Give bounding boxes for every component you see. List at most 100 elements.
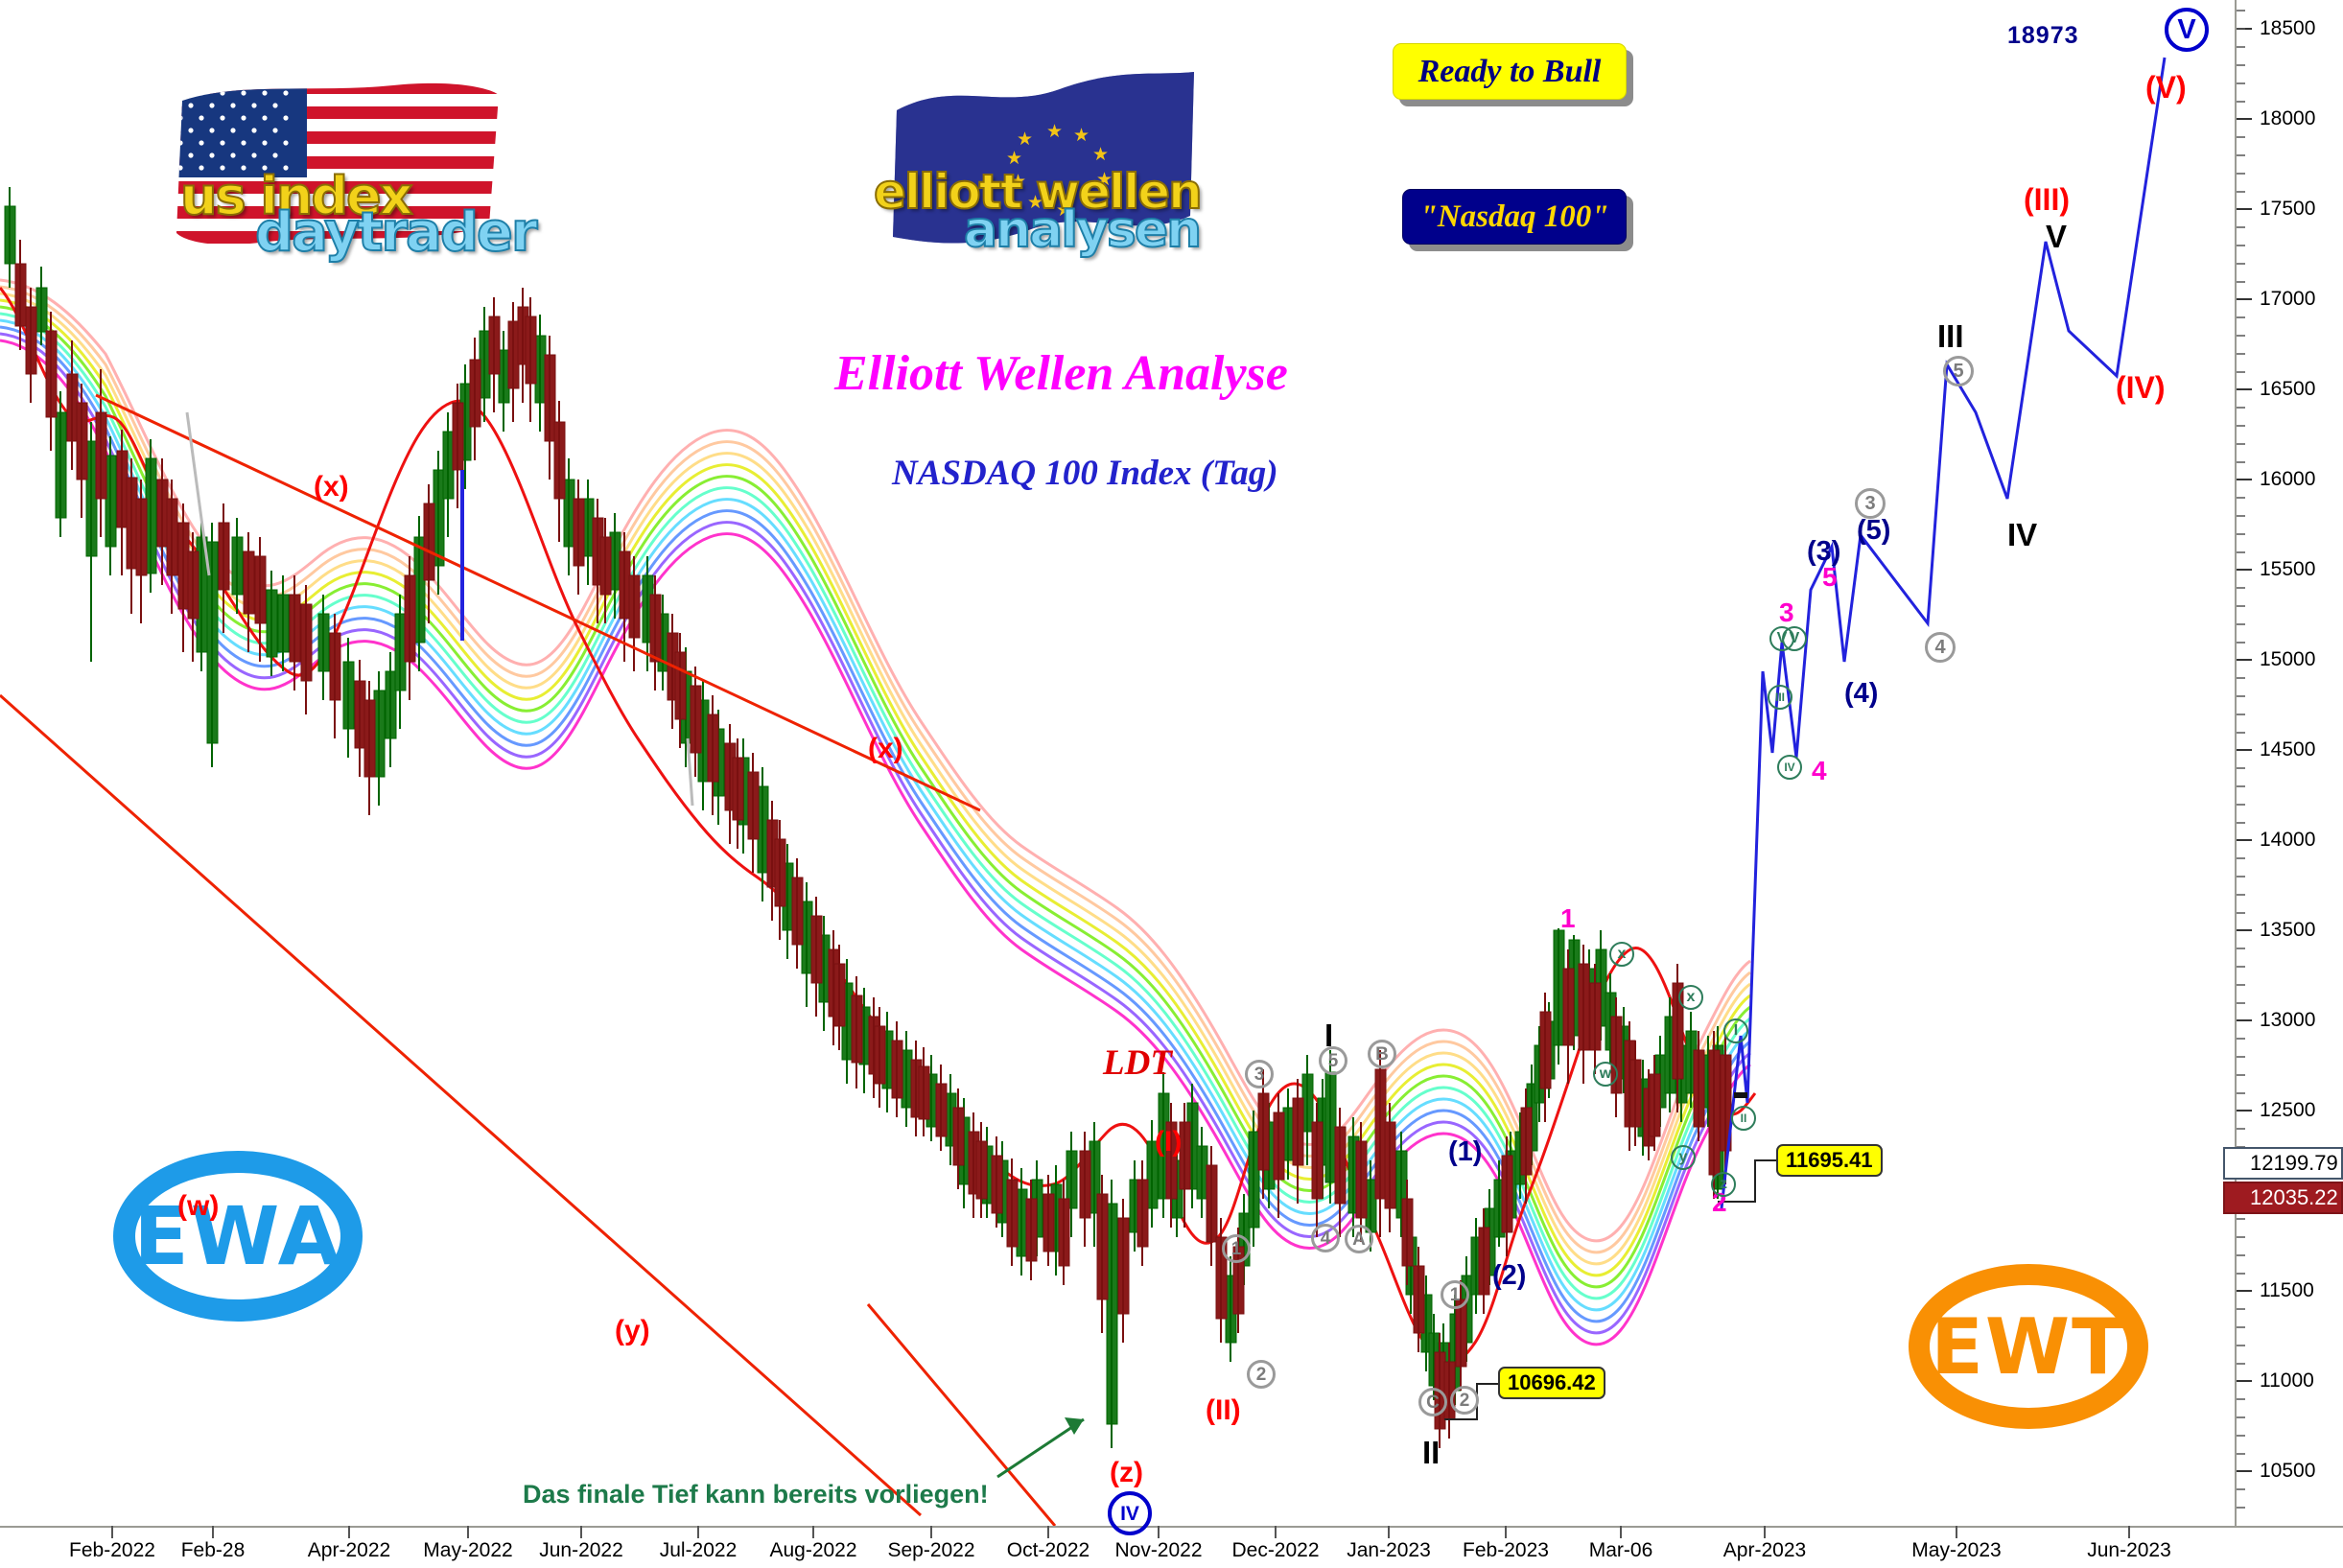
circled-wave-label-z-17: z [1711, 1172, 1736, 1197]
wave-label-i-5: (I) [1155, 1126, 1183, 1158]
wave-label-v-24: (V) [2145, 70, 2187, 105]
circled-wave-label-iv-24: IV [1108, 1491, 1152, 1535]
svg-text:★: ★ [1010, 171, 1026, 192]
wave-label-x-1: (x) [314, 471, 349, 503]
y-tick-17000: 17000 [2260, 288, 2316, 310]
svg-text:★: ★ [1096, 169, 1113, 190]
y-tick-11500: 11500 [2260, 1279, 2314, 1301]
y-tick-10500: 10500 [2260, 1460, 2316, 1482]
x-tick-14: Apr-2023 [1722, 1539, 1807, 1561]
wave-label-i-17: I [1324, 1018, 1334, 1053]
x-tick-16: Jun-2023 [2087, 1539, 2171, 1561]
circled-wave-label-v-23: V [1769, 626, 1794, 651]
candlestick-series [4, 187, 1732, 1448]
x-tick-3: May-2022 [423, 1539, 513, 1561]
wave-label-ii-18: II [1422, 1435, 1441, 1470]
wave-label-iv-23: (IV) [2116, 370, 2166, 405]
y-tick-15000: 15000 [2260, 648, 2316, 670]
circled-wave-label-4-3: 4 [1311, 1224, 1340, 1252]
ready-to-bull-badge[interactable]: Ready to Bull [1393, 43, 1627, 100]
wave-label-ii-6: (II) [1206, 1394, 1241, 1426]
logo-left-line1: us index [179, 165, 413, 227]
y-tick-18500: 18500 [2260, 17, 2316, 39]
circled-label-layer: 1 2 3 4 5 A B C 1 2 3 4 5 w x x y z I II III IV V V IV V [1108, 8, 2209, 1535]
instrument-badge[interactable]: "Nasdaq 100" [1402, 189, 1627, 245]
price-marker-prior-value: 12199.79 [2250, 1151, 2338, 1175]
ewa-roundel-label: EWA [133, 1189, 342, 1283]
german-note: Das finale Tief kann bereits vorliegen! [523, 1480, 989, 1509]
wave-label-y-3: (y) [615, 1315, 650, 1346]
current-price-tick [1734, 1092, 1747, 1098]
circled-wave-label-c-7: C [1418, 1388, 1447, 1416]
page-title: Elliott Wellen Analyse [834, 346, 1288, 401]
svg-text:★: ★ [1017, 129, 1033, 150]
x-tick-2: Apr-2022 [307, 1539, 391, 1561]
x-tick-0: Feb-2022 [69, 1539, 155, 1561]
wave-label-3-9: (3) [1807, 536, 1841, 567]
y-tick-18000: 18000 [2260, 107, 2316, 129]
svg-text:★: ★ [1006, 148, 1022, 169]
x-tick-9: Nov-2022 [1114, 1539, 1203, 1561]
wave-label-iv-20: IV [2007, 517, 2038, 552]
price-tag-10696: 10696.42 [1498, 1367, 1605, 1399]
logo-center-line2: analysen [963, 200, 1203, 260]
circled-wave-label-iii-20: III [1768, 685, 1792, 710]
date-axis[interactable]: Feb-2022 Feb-28 Apr-2022 May-2022 Jun-20… [0, 1526, 2343, 1568]
us-flag-icon [176, 82, 499, 246]
elliott-wave-projection [1720, 57, 2167, 1209]
y-tick-13000: 13000 [2260, 1009, 2316, 1031]
price-axis[interactable]: 18500 18000 17500 17000 16500 16000 1550… [2235, 0, 2343, 1526]
y-tick-14500: 14500 [2260, 738, 2316, 761]
wave-label-iii-22: (III) [2024, 182, 2070, 217]
svg-text:★: ★ [1056, 199, 1072, 221]
x-tick-10: Dec-2022 [1231, 1539, 1320, 1561]
x-axis-ticks [111, 1526, 2130, 1538]
gray-marker-1 [185, 411, 211, 576]
x-tick-6: Aug-2022 [769, 1539, 857, 1561]
y-tick-11000: 11000 [2260, 1369, 2314, 1392]
circled-wave-label-x-15: x [1678, 985, 1703, 1010]
price-tag-11695: 11695.41 [1776, 1144, 1883, 1177]
y-tick-17500: 17500 [2260, 198, 2316, 220]
svg-text:★: ★ [1092, 144, 1109, 165]
circled-wave-label-2-9: 2 [1450, 1386, 1479, 1415]
x-tick-11: Jan-2023 [1347, 1539, 1431, 1561]
circled-wave-label-v-25: V [2165, 8, 2209, 52]
logo-left-line2: daytrader [254, 200, 539, 265]
svg-text:★: ★ [1081, 190, 1097, 211]
axis-minor-ticks [2237, 10, 2245, 1509]
x-tick-5: Jul-2022 [659, 1539, 738, 1561]
circled-wave-label-1-8: 1 [1441, 1280, 1469, 1309]
wave-label-1-7: (1) [1448, 1136, 1483, 1167]
circled-wave-label-b-6: B [1368, 1040, 1396, 1068]
x-tick-4: Jun-2022 [539, 1539, 623, 1561]
y-tick-13500: 13500 [2260, 919, 2316, 941]
leader-line-11695 [1718, 1159, 1779, 1203]
circled-wave-label-y-16: y [1671, 1145, 1696, 1170]
x-tick-15: May-2023 [1911, 1539, 2002, 1561]
circled-wave-label-5-12: 5 [1943, 356, 1974, 386]
wave-label-1-12: 1 [1560, 903, 1576, 933]
red-ldt-line [866, 1303, 1057, 1526]
elliott-wellen-analysen-logo: ★ ★ ★ ★ ★ ★ ★ ★ ★ ★ elliott wellen analy… [868, 72, 1271, 260]
y-tick-15500: 15500 [2260, 558, 2316, 580]
circled-wave-label-iv-21: IV [1777, 755, 1802, 780]
svg-text:★: ★ [1073, 125, 1089, 146]
instrument-label: "Nasdaq 100" [1419, 199, 1609, 234]
price-marker-last-value: 12035.22 [2250, 1185, 2338, 1209]
wave-label-4-10: (4) [1844, 678, 1879, 709]
y-tick-16000: 16000 [2260, 468, 2316, 490]
circled-wave-label-4-11: 4 [1925, 632, 1956, 663]
circled-wave-label-1-0: 1 [1222, 1234, 1251, 1263]
wave-label-z-4: (z) [1110, 1457, 1143, 1488]
wave-label-4-15: 4 [1812, 756, 1827, 785]
circled-wave-label-2-1: 2 [1247, 1360, 1276, 1389]
wave-label-v-21: V [2046, 219, 2068, 254]
wave-label-5-16: 5 [1822, 562, 1838, 592]
axis-ticks [2237, 10, 2252, 1509]
circled-wave-label-5-4: 5 [1319, 1046, 1347, 1075]
x-tick-13: Mar-06 [1588, 1539, 1653, 1561]
wave-label-x-2: (x) [868, 733, 903, 764]
